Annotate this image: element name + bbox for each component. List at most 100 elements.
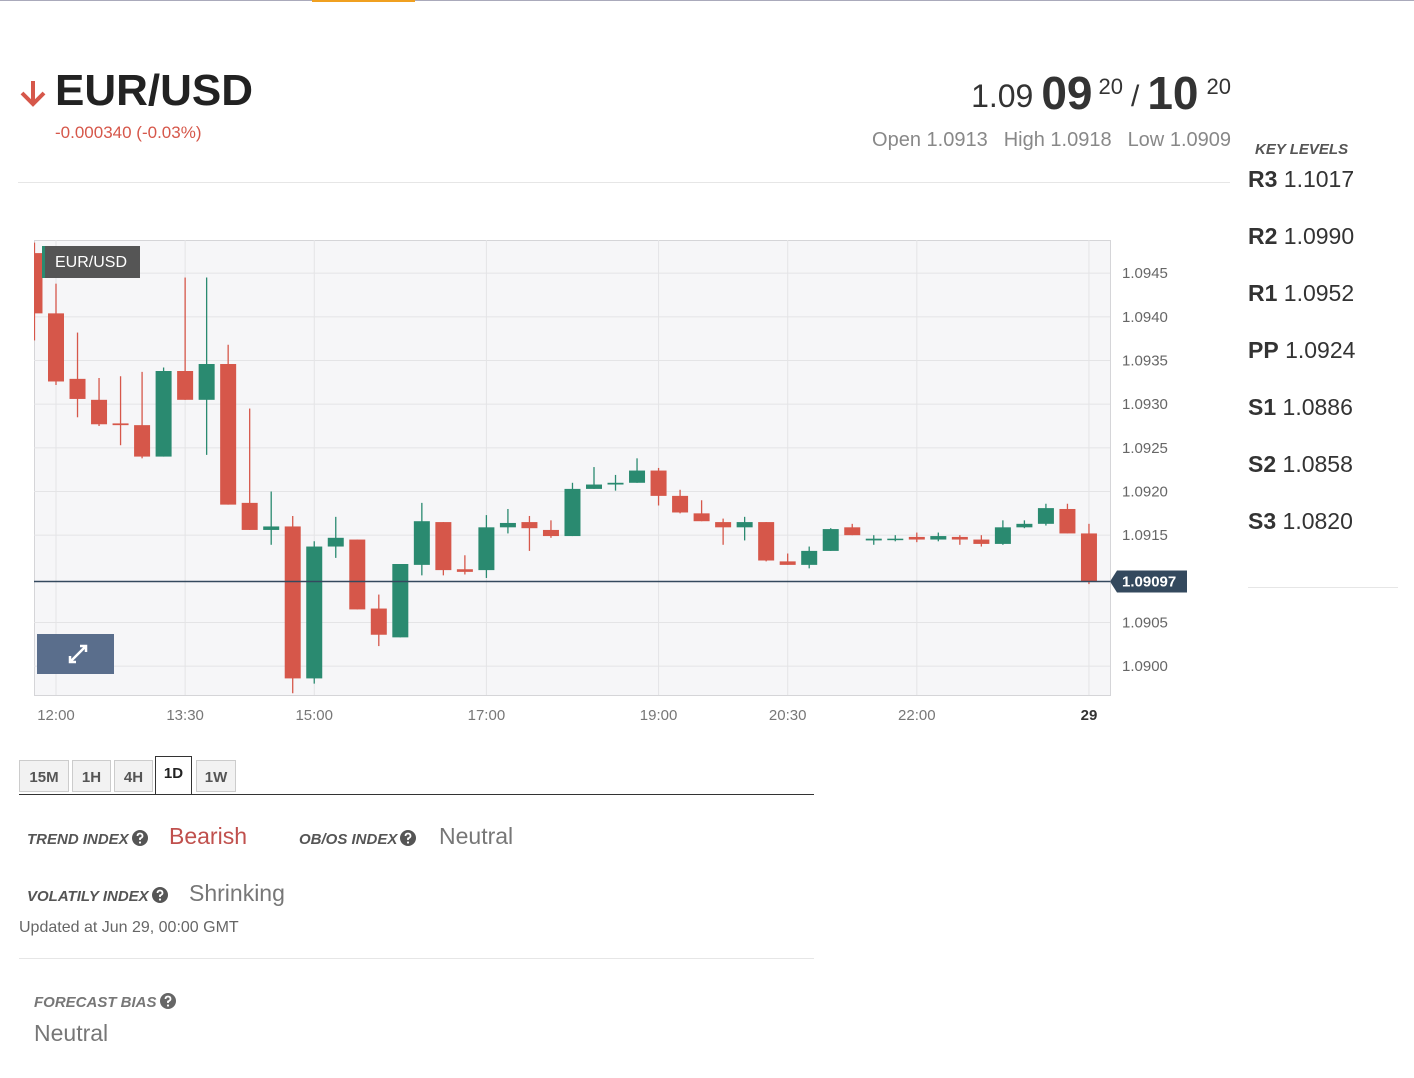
x-tick-label: 15:00 [295,707,333,724]
ask-pips: 10 [1147,67,1199,119]
candle-body [607,482,624,485]
expand-button[interactable] [37,634,114,674]
key-level-label: R2 [1248,223,1278,249]
key-level: R1 1.0952 [1248,280,1354,307]
stat-value: 1.0913 [926,129,988,151]
candle-body [392,564,409,638]
divider [1248,587,1398,588]
candle-body [177,370,194,400]
candle-body [801,550,818,565]
key-level: PP 1.0924 [1248,337,1355,364]
candle-body [779,561,796,565]
candle-body [91,399,108,425]
candle-body [48,313,64,382]
timeframe-tab[interactable]: 1D [155,756,192,795]
x-tick-label: 17:00 [468,707,506,724]
index-value: Shrinking [189,880,285,906]
candle-body [69,378,86,399]
key-level-label: S1 [1248,394,1277,420]
key-level-value: 1.1017 [1283,166,1355,192]
key-level-value: 1.0952 [1283,280,1355,306]
candle-body [973,539,990,544]
tab-line [19,794,814,795]
x-tick-label: 19:00 [640,707,678,724]
candle-body [478,527,495,571]
y-tick-label: 1.0900 [1122,658,1168,675]
y-tick-label: 1.0920 [1122,484,1168,501]
key-level-label: S3 [1248,508,1277,534]
candle-body [629,470,646,483]
index-label: TREND INDEX [27,830,148,848]
candle-body [499,522,516,528]
candle-body [112,423,129,426]
key-level-label: S2 [1248,451,1277,477]
candle-body [758,522,775,561]
x-tick-label: 12:00 [37,707,75,724]
index-value: Neutral [439,823,514,849]
timeframe-tab[interactable]: 4H [114,760,153,792]
y-tick-label: 1.0930 [1122,396,1168,413]
candle-body [456,569,473,572]
change: -0.000340 (-0.03%) [55,123,202,142]
candle-body [564,488,581,537]
candle-body [650,470,667,496]
key-level-label: PP [1248,337,1279,363]
index-label-text: TREND INDEX [27,831,129,848]
key-level: S3 1.0820 [1248,508,1353,535]
help-icon[interactable] [159,993,176,1009]
index-label: OB/OS INDEX [299,830,417,848]
candle-body [736,522,753,528]
y-tick-label: 1.0935 [1122,353,1168,370]
candle-body [887,538,904,541]
bid-fraction: 20 [1098,74,1123,99]
quote: 1.09 09 20 / 10 20 [971,66,1231,120]
candle-body [155,370,172,457]
candle-body [951,536,968,540]
y-tick-label: 1.0940 [1122,309,1168,326]
candle-body [822,529,839,551]
x-tick-label: 13:30 [166,707,204,724]
candle-body [241,502,258,530]
forecast-label: FORECAST BIAS [34,993,176,1011]
key-level-value: 1.0820 [1282,508,1353,534]
candle-body [693,513,710,522]
ask-fraction: 20 [1206,74,1231,99]
index-label: VOLATILY INDEX [27,887,168,905]
stat-value: 1.0918 [1050,129,1112,151]
key-level-label: R3 [1248,166,1278,192]
candle-body [349,539,366,610]
key-levels-title: KEY LEVELS [1255,141,1349,158]
bid-pips: 09 [1041,67,1093,119]
key-level-value: 1.0990 [1283,223,1355,249]
divider [18,182,1230,183]
plot-area [34,240,1111,696]
timeframe-tab[interactable]: 1H [72,760,111,792]
candle-body [413,521,430,565]
candle-body [672,495,689,513]
candle-body [1037,508,1054,524]
stat-label: High [1003,129,1045,151]
index-label-text: OB/OS INDEX [299,831,398,848]
timeframe-tab[interactable]: 1W [196,760,236,792]
key-level: S2 1.0858 [1248,451,1353,478]
top-bar [0,0,1414,1]
index-label-text: VOLATILY INDEX [27,888,149,905]
candle-body [370,608,387,635]
updated: Updated at Jun 29, 00:00 GMT [19,919,239,936]
chart-title-box [42,246,140,278]
candle-body [263,526,280,530]
top-bar-accent [312,0,415,2]
help-icon[interactable] [131,830,148,846]
separator: / [1131,80,1140,113]
stat: Low 1.0909 [1128,129,1231,152]
help-icon[interactable] [151,887,168,903]
timeframe-tab[interactable]: 15M [19,760,69,792]
stat: Open 1.0913 [872,129,988,152]
index-value: Bearish [169,823,247,849]
key-level: R2 1.0990 [1248,223,1354,250]
y-tick-label: 1.0945 [1122,265,1168,282]
candle-body [715,522,732,528]
help-icon[interactable] [400,830,417,846]
candle-body [284,526,301,679]
candle-body [1059,508,1076,534]
